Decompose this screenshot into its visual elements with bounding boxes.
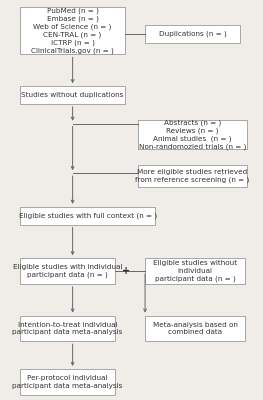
Text: Abstracts (n = )
Reviews (n = )
Animal studies  (n = )
Non-randomozied trials (n: Abstracts (n = ) Reviews (n = ) Animal s… [139,119,246,150]
Text: Eligible studies with individual
participant data (n = ): Eligible studies with individual partici… [13,264,122,278]
Text: PubMed (n = )
Embase (n = )
Web of Science (n = )
CEN-TRAL (n = )
ICTRP (n = )
C: PubMed (n = ) Embase (n = ) Web of Scien… [31,8,114,54]
Text: Per-protocol individual
participant data meta-analysis: Per-protocol individual participant data… [12,375,123,388]
FancyBboxPatch shape [20,207,155,224]
Text: More eligible studies retrieved
from reference screening (n = ): More eligible studies retrieved from ref… [135,169,250,183]
Text: Meta-analysis based on
combined data: Meta-analysis based on combined data [153,322,237,335]
Text: Eligible studies with full context (n = ): Eligible studies with full context (n = … [18,212,157,219]
FancyBboxPatch shape [20,7,125,54]
Text: +: + [122,266,130,276]
FancyBboxPatch shape [20,86,125,104]
FancyBboxPatch shape [145,25,240,43]
FancyBboxPatch shape [145,316,245,341]
FancyBboxPatch shape [20,369,115,395]
FancyBboxPatch shape [20,316,115,341]
Text: Eligible studies without
individual
participant data (n = ): Eligible studies without individual part… [153,260,237,282]
FancyBboxPatch shape [20,258,115,284]
Text: Intention-to-treat individual
participant data meta-analysis: Intention-to-treat individual participan… [12,322,123,335]
FancyBboxPatch shape [138,165,247,187]
FancyBboxPatch shape [145,258,245,284]
FancyBboxPatch shape [138,120,247,150]
Text: Studies without duplications: Studies without duplications [21,92,124,98]
Text: Duplications (n = ): Duplications (n = ) [159,30,226,37]
